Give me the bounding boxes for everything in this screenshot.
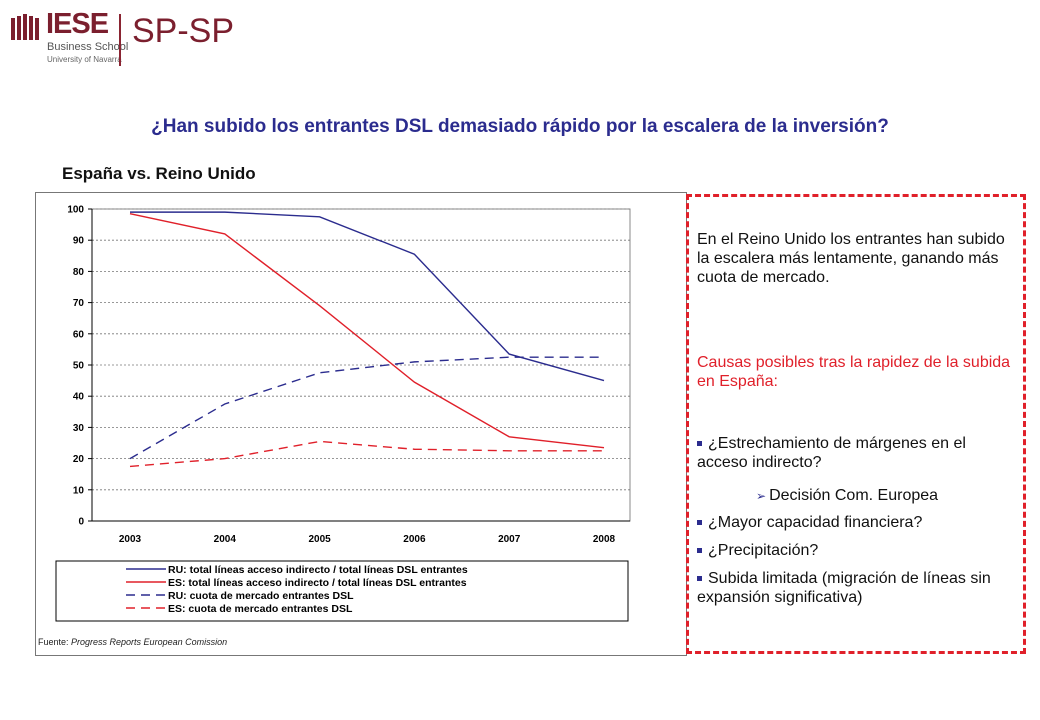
- x-tick-label: 2004: [214, 534, 237, 545]
- causes-heading: Causas posibles tras la rapidez de la su…: [697, 354, 1011, 390]
- chart-container: 0 10 20 30 40 50 60 70 80 90 100 2003 2004 2005 2006 20…: [35, 192, 687, 656]
- bullet-text: ¿Precipitación?: [708, 542, 819, 559]
- line-chart: 0 10 20 30 40 50 60 70 80 90 100 2003 2004 2005 2006 20…: [55, 205, 631, 622]
- sub-bullet-item: ➢ Decisión Com. Europea: [756, 486, 1026, 506]
- y-tick-label: 100: [67, 205, 84, 216]
- x-tick-label: 2005: [308, 534, 331, 545]
- page-title: ¿Han subido los entrantes DSL demasiado …: [151, 116, 889, 137]
- arrow-bullet-icon: ➢: [756, 489, 767, 503]
- legend-label: ES: total líneas acceso indirecto / tota…: [168, 577, 467, 589]
- bullet-item: ¿Estrechamiento de márgenes en el acceso…: [697, 434, 1017, 472]
- bullet-item: ¿Precipitación?: [697, 541, 1017, 560]
- intro-text: En el Reino Unido los entrantes han subi…: [697, 231, 1005, 286]
- x-tick-label: 2006: [403, 534, 426, 545]
- bullet-text: ¿Mayor capacidad financiera?: [708, 514, 923, 531]
- y-tick-label: 0: [78, 517, 84, 528]
- logo-emblem-icon: [11, 14, 39, 40]
- series-line: [129, 212, 605, 449]
- source-label: Fuente:: [38, 637, 72, 647]
- legend-label: RU: total líneas acceso indirecto / tota…: [168, 564, 468, 576]
- y-tick-label: 90: [73, 236, 85, 247]
- logo-separator: [119, 14, 121, 66]
- series-line: [129, 440, 604, 468]
- commentary-frame: [686, 194, 1026, 654]
- legend-label: RU: cuota de mercado entrantes DSL: [168, 590, 354, 602]
- logo-text: IESE: [46, 8, 109, 40]
- y-tick-label: 10: [73, 485, 85, 496]
- bullet-text: ¿Estrechamiento de márgenes en el acceso…: [697, 435, 966, 471]
- iese-logo: IESE Business School University of Navar…: [10, 8, 250, 68]
- source-text: Progress Reports European Comission: [71, 637, 228, 647]
- legend-box: [55, 560, 629, 622]
- bullet-item: Subida limitada (migración de líneas sin…: [697, 569, 1017, 607]
- y-tick-label: 30: [73, 423, 85, 434]
- x-tick-label: 2003: [119, 534, 142, 545]
- bullet-icon: [697, 548, 702, 554]
- x-tick-label: 2008: [593, 534, 616, 545]
- logo-university: University of Navarra: [47, 55, 122, 64]
- x-tick-label: 2007: [498, 534, 521, 545]
- y-tick-label: 40: [73, 392, 85, 403]
- series-line: [129, 356, 604, 460]
- logo-sp-sp: SP-SP: [132, 12, 235, 50]
- bullet-text: Subida limitada (migración de líneas sin…: [697, 570, 991, 606]
- y-tick-label: 50: [73, 361, 85, 372]
- sub-bullet-text: Decisión Com. Europea: [769, 487, 939, 504]
- bullet-item: ¿Mayor capacidad financiera?: [697, 513, 1017, 532]
- bullet-icon: [697, 520, 702, 526]
- bullet-icon: [697, 441, 702, 447]
- series-line: [130, 211, 605, 382]
- source-note: Fuente: Progress Reports European Comiss…: [38, 637, 227, 647]
- y-tick-label: 20: [73, 454, 85, 465]
- y-tick-label: 70: [73, 298, 85, 309]
- logo-subtitle: Business School: [47, 41, 129, 53]
- y-tick-label: 60: [73, 329, 85, 340]
- legend-label: ES: cuota de mercado entrantes DSL: [168, 603, 353, 615]
- chart-subtitle: España vs. Reino Unido: [62, 164, 256, 183]
- y-tick-label: 80: [73, 267, 85, 278]
- bullet-icon: [697, 576, 702, 582]
